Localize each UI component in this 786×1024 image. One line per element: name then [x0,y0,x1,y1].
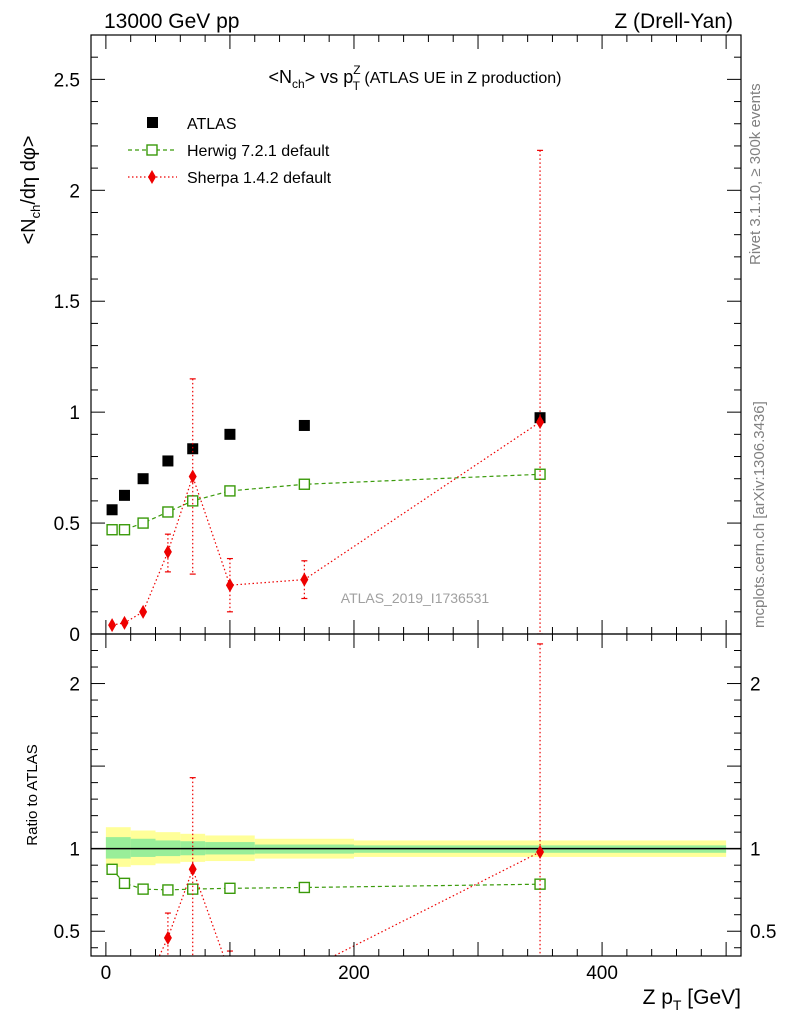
main-sherpa-point [188,469,197,484]
ratio-herwig-line [111,868,541,891]
x-axis-label: Z pT [GeV] [643,986,741,1013]
ratio-herwig-point [298,881,311,894]
legend-atlas-marker [147,117,158,128]
ratio-y-tick-label-right: 0.5 [750,922,776,943]
legend-herwig-label: Herwig 7.2.1 default [187,143,330,160]
main-y-tick-label: 2.5 [54,70,80,91]
ratio-herwig-point [106,863,118,876]
main-sherpa-point [300,572,309,587]
ratio-sherpa-point [300,964,308,978]
main-herwig-point [187,495,199,507]
main-atlas-point [118,489,130,501]
main-sherpa-point [536,415,545,430]
main-y-tick-label: 1.5 [54,292,80,313]
main-atlas-point [187,443,199,455]
ratio-x-ticks [105,634,727,956]
main-sherpa-point [163,544,172,559]
legend-herwig-marker [146,144,158,156]
ratio-sherpa-point [536,844,545,859]
main-sherpa-point [108,618,117,633]
x-tick-label: 200 [338,963,370,984]
ratio-herwig-point [224,882,236,894]
ratio-sherpa-point [163,930,172,945]
ratio-sherpa-point [226,966,234,980]
main-y-tick-label: 1 [69,403,80,424]
ratio-sherpa-point [139,984,147,998]
legend-atlas-label: ATLAS [187,116,237,133]
ratio-panel: 0.5 0.5 1 1 2 2 0 200 400 Ratio to ATLAS Z pT [… [24,633,777,1013]
ratio-frame [90,633,742,957]
ratio-y-ticks [91,633,741,949]
ratio-y-tick-label-left: 0.5 [54,922,80,943]
main-sherpa-point [139,604,148,619]
ratio-sherpa-point [188,862,197,877]
main-y-ticks [91,34,741,635]
ratio-y-tick-label-right: 1 [750,840,761,861]
main-y-tick-label: 2 [69,181,80,202]
x-tick-label: 400 [586,963,618,984]
ratio-sherpa-line [158,851,541,956]
ratio-y-axis-label: Ratio to ATLAS [24,744,41,845]
main-y-axis-label: <Nch/dη dφ> [18,136,43,245]
ratio-herwig-point [137,883,149,895]
ratio-herwig-point [187,883,199,895]
main-herwig-line [112,473,541,531]
ratio-y-tick-labels: 0.5 0.5 1 1 2 2 [54,675,777,944]
mcplots-label: mcplots.cern.ch [arXiv:1306.3436] [751,401,768,628]
legend: ATLAS Herwig 7.2.1 default Sherpa 1.4.2 … [128,116,332,187]
x-tick-label: 0 [101,963,112,984]
main-atlas-point [224,428,236,440]
main-panel: 0 0.5 1 1.5 2 2.5 ATLAS_2019_I1736531 <Nch> v… [18,34,742,646]
header-beam-label: 13000 GeV pp [104,10,239,33]
ratio-band-green [105,837,131,859]
main-herwig-point [298,478,311,490]
ratio-y-tick-label-right: 2 [750,675,761,696]
main-herwig-point [106,524,118,536]
main-herwig-point [224,485,236,497]
analysis-watermark: ATLAS_2019_I1736531 [341,590,490,606]
main-herwig-point [137,517,149,529]
rivet-label: Rivet 3.1.10, ≥ 300k events [747,83,764,265]
ratio-band-green [130,838,156,857]
legend-sherpa-marker [148,170,156,184]
main-atlas-point [106,504,118,516]
main-x-ticks [105,35,727,634]
main-y-tick-label: 0 [69,625,80,646]
header-process-label: Z (Drell-Yan) [614,10,733,33]
ratio-sherpa-point [108,995,116,1009]
main-atlas-point [298,419,310,431]
ratio-y-tick-label-left: 1 [69,840,80,861]
main-sherpa-line [111,421,541,626]
chart-title: <Nch> vs pZ T (ATLAS UE in Z production) [269,63,562,93]
ratio-series [106,643,546,1009]
ratio-herwig-point [162,884,174,896]
main-sherpa-point [225,578,234,593]
ratio-uncertainty-bands [105,827,727,867]
main-series [106,149,546,634]
ratio-sherpa-point [120,994,128,1008]
legend-sherpa-label: Sherpa 1.4.2 default [187,170,332,187]
main-sherpa-point [120,615,129,630]
main-herwig-point [162,506,174,518]
ratio-herwig-point [118,877,131,890]
x-tick-labels: 0 200 400 [101,963,618,984]
ratio-y-tick-label-left: 2 [69,675,80,696]
main-y-tick-label: 0.5 [54,514,80,535]
main-atlas-point [137,473,149,485]
main-atlas-point [162,455,174,467]
main-y-tick-labels: 0 0.5 1 1.5 2 2.5 [54,70,80,646]
main-herwig-point [118,524,131,536]
